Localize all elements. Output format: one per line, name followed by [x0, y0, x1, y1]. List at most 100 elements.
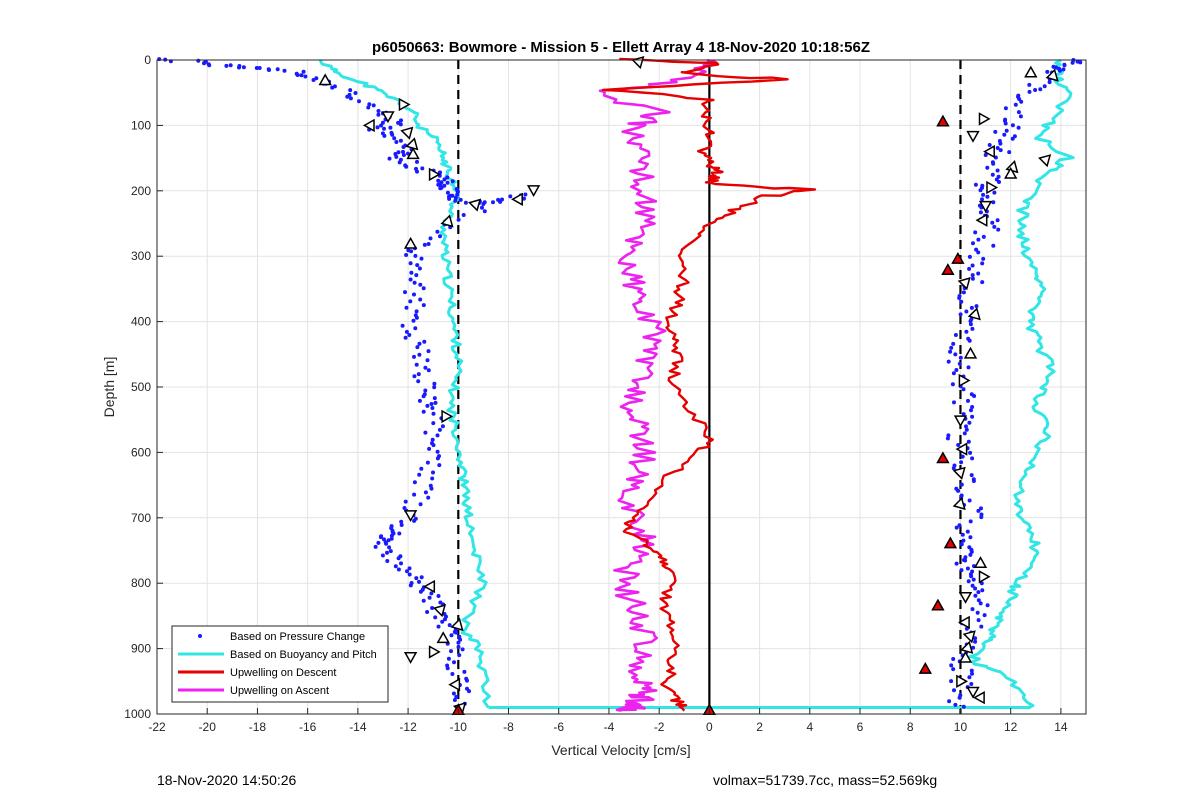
pressure-change-point	[964, 424, 968, 429]
pressure-change-point	[445, 175, 450, 180]
x-tick-label: -16	[299, 720, 317, 734]
y-axis-ticks: 0 100 200 300 400 500 600 700 800 900 1000	[124, 53, 163, 721]
legend-entry-descent: Upwelling on Descent	[178, 667, 336, 679]
pressure-change-point	[1003, 117, 1008, 122]
black-triangle-marker	[403, 236, 418, 249]
black-triangle-marker	[448, 677, 461, 692]
chart-title: p6050663: Bowmore - Mission 5 - Ellett A…	[372, 39, 870, 56]
pressure-change-point	[403, 499, 408, 504]
pressure-change-point	[967, 420, 972, 425]
x-tick-label: -2	[654, 720, 665, 734]
pressure-change-point	[969, 408, 973, 413]
pressure-change-point	[971, 577, 976, 582]
legend-label-buoyancy: Based on Buoyancy and Pitch	[230, 649, 377, 661]
pressure-change-point	[966, 365, 971, 370]
pressure-change-point	[413, 253, 418, 258]
pressure-change-point	[457, 653, 462, 658]
pressure-change-point	[961, 387, 966, 392]
pressure-change-point	[376, 112, 381, 117]
pressure-change-point	[974, 304, 979, 309]
pressure-change-point	[958, 312, 963, 317]
pressure-change-point	[991, 200, 996, 205]
pressure-change-point	[437, 463, 442, 468]
pressure-change-point	[413, 326, 418, 331]
pressure-change-point	[433, 400, 438, 405]
pressure-change-point	[974, 247, 979, 252]
pressure-change-point	[311, 78, 316, 82]
pressure-change-point	[399, 523, 404, 527]
pressure-change-point	[973, 639, 978, 644]
black-triangle-marker	[967, 307, 981, 321]
pressure-change-point	[399, 519, 404, 524]
pressure-change-point	[421, 598, 426, 603]
pressure-change-point	[407, 566, 412, 571]
pressure-change-point	[404, 164, 409, 169]
pressure-change-point	[1018, 114, 1023, 119]
pressure-change-point	[254, 66, 259, 70]
pressure-change-point	[417, 266, 422, 271]
pressure-change-point	[458, 197, 463, 202]
pressure-change-point	[983, 153, 988, 157]
upwelling-descent-line	[601, 57, 817, 712]
pressure-change-point	[400, 323, 405, 328]
pressure-change-point	[1061, 67, 1066, 72]
pressure-change-point	[403, 335, 408, 340]
pressure-change-point	[398, 138, 403, 143]
pressure-change-point	[951, 667, 956, 672]
pressure-change-point	[462, 669, 467, 674]
pressure-change-point	[416, 372, 421, 377]
pressure-change-point	[401, 153, 406, 157]
black-triangle-marker	[1038, 154, 1052, 168]
pressure-change-point	[973, 593, 978, 598]
pressure-change-point	[432, 396, 437, 401]
x-tick-label: 6	[857, 720, 864, 734]
black-triangle-marker	[955, 442, 968, 456]
pressure-change-point	[353, 91, 358, 95]
y-tick-label: 100	[131, 118, 151, 132]
pressure-change-point	[421, 409, 426, 414]
black-triangle-marker	[953, 415, 968, 428]
pressure-change-point	[959, 460, 964, 465]
black-triangle-marker	[957, 277, 971, 291]
pressure-change-point	[461, 213, 466, 217]
pressure-change-point	[964, 427, 969, 432]
pressure-change-point	[491, 200, 495, 205]
pressure-change-point	[973, 586, 978, 591]
pressure-change-point	[380, 553, 385, 558]
x-tick-label: 8	[907, 720, 914, 734]
pressure-change-point	[427, 446, 432, 451]
pressure-change-point	[436, 178, 441, 183]
pressure-change-point	[394, 140, 399, 144]
footer-timestamp: 18-Nov-2020 14:50:26	[157, 772, 297, 788]
pressure-change-point	[435, 433, 440, 438]
pressure-change-point	[384, 541, 389, 546]
black-triangle-marker	[966, 130, 980, 143]
pressure-change-point	[1016, 93, 1021, 98]
pressure-change-point	[437, 427, 442, 432]
pressure-change-point	[430, 437, 435, 442]
pressure-change-point	[407, 572, 412, 577]
pressure-change-point	[980, 261, 985, 266]
upwelling-ascent-line	[598, 59, 716, 712]
pressure-change-point	[385, 559, 390, 563]
pressure-change-point	[429, 402, 434, 406]
pressure-change-point	[382, 133, 387, 138]
y-tick-label: 700	[131, 511, 151, 525]
pressure-change-point	[982, 613, 987, 618]
pressure-change-point	[957, 294, 962, 298]
pressure-change-point	[970, 607, 975, 612]
x-tick-label: -18	[249, 720, 267, 734]
pressure-change-point	[970, 405, 975, 409]
pressure-change-point	[397, 160, 402, 165]
pressure-change-point	[415, 263, 420, 268]
y-tick-label: 200	[131, 184, 151, 198]
pressure-change-point	[1013, 102, 1018, 107]
pressure-change-point	[954, 486, 959, 491]
pressure-change-point	[228, 63, 233, 68]
pressure-change-point	[973, 182, 978, 187]
pressure-change-point	[967, 254, 972, 259]
pressure-change-point	[257, 66, 262, 70]
pressure-change-point	[966, 439, 971, 444]
pressure-change-point	[451, 691, 456, 696]
pressure-change-point	[500, 197, 504, 202]
